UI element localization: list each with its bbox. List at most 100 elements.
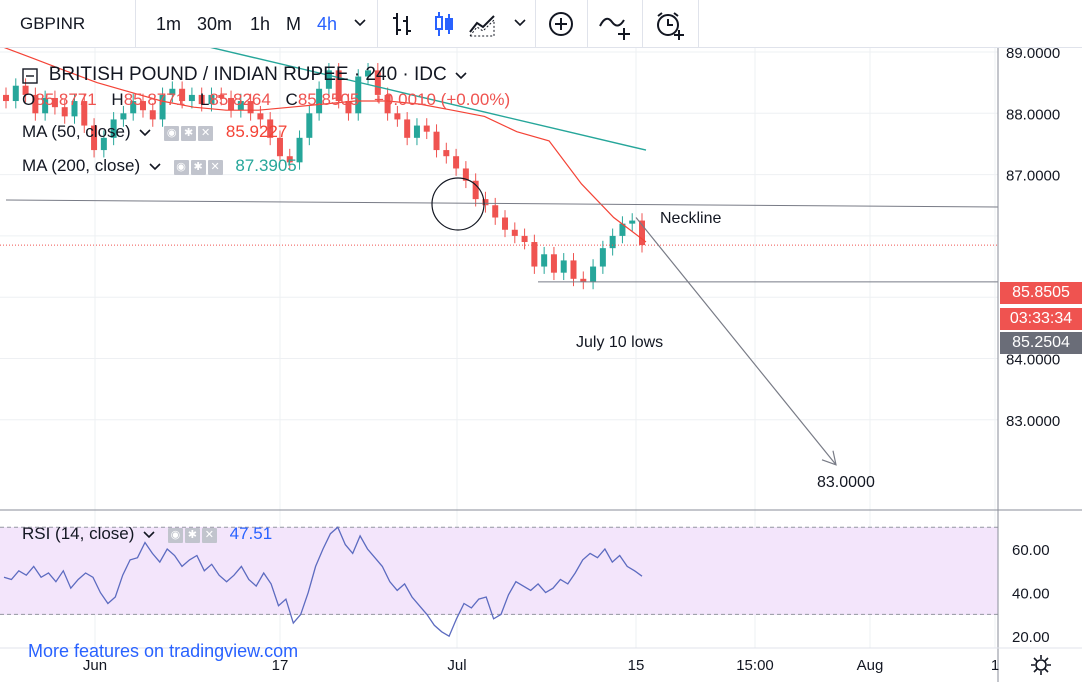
settings-gear-icon[interactable] <box>1030 654 1052 676</box>
candle-body <box>570 260 577 279</box>
ohlc-open-label: O <box>22 90 36 109</box>
interval-month[interactable]: M <box>286 14 301 34</box>
area-chart-icon[interactable] <box>468 10 498 38</box>
projection-arrow <box>635 217 837 466</box>
candle-body <box>580 278 587 282</box>
interval-4h[interactable]: 4h <box>317 14 338 34</box>
candle-body <box>149 110 156 120</box>
candle-body <box>462 168 469 181</box>
rsi-tick-label: 20.00 <box>1012 629 1050 646</box>
interval-1h[interactable]: 1h <box>250 14 271 34</box>
ma50-legend: MA (50, close) ◉ ✱ ✕ 85.9227 <box>22 122 287 143</box>
candle-body <box>374 70 381 95</box>
candle-body <box>139 101 146 111</box>
candle-body <box>286 156 293 163</box>
time-tick-label: Jun <box>83 657 107 674</box>
chevron-down-icon[interactable] <box>354 18 366 28</box>
collapse-icon[interactable] <box>22 67 38 84</box>
rsi-legend: RSI (14, close) ◉ ✱ ✕ 47.51 <box>22 524 272 545</box>
candle-body <box>267 119 274 138</box>
candle-body <box>218 94 225 98</box>
candle-body <box>257 113 264 120</box>
remove-icon[interactable]: ✕ <box>207 159 223 175</box>
candle-body <box>639 220 645 246</box>
candle-body <box>51 97 58 108</box>
settings-icon[interactable]: ✱ <box>181 125 197 141</box>
july-lows-label: July 10 lows <box>576 334 664 351</box>
settings-icon[interactable]: ✱ <box>190 159 206 175</box>
neckline-label: Neckline <box>660 210 722 227</box>
rsi-band <box>0 527 998 615</box>
rsi-controls: ◉ ✱ ✕ <box>167 525 219 545</box>
interval-30m[interactable]: 30m <box>197 14 233 34</box>
candle-body <box>394 113 401 120</box>
candle-body <box>71 101 78 117</box>
candle-body <box>502 217 509 230</box>
projection-arrowhead <box>821 450 837 466</box>
chevron-down-icon[interactable] <box>149 162 161 172</box>
ma50-value: 85.9227 <box>225 122 288 141</box>
price-tick-label: 83.0000 <box>1006 413 1060 430</box>
candle-body <box>404 119 411 138</box>
chart-canvas[interactable]: 89.0000 88.0000 87.0000 84.0000 83.0000 Jun 17… <box>0 48 1082 682</box>
toolbar-divider <box>135 0 136 48</box>
symbol-title: BRITISH POUND / INDIAN RUPEE · 240 · IDC <box>48 64 447 85</box>
price-tick-label: 84.0000 <box>1006 352 1060 369</box>
rsi-tick-label: 60.00 <box>1012 542 1050 559</box>
candle-body <box>22 85 29 95</box>
ohlc-close-label: C <box>285 90 298 109</box>
candle-body <box>521 235 528 243</box>
ma200-line <box>210 48 647 151</box>
candle-body <box>32 94 39 114</box>
add-indicator-icon[interactable] <box>547 10 575 38</box>
alert-icon[interactable] <box>654 10 686 40</box>
candle-body <box>560 260 567 273</box>
remove-icon[interactable]: ✕ <box>201 527 217 543</box>
last-price-tag: 85.8505 <box>1000 282 1082 304</box>
chart-area[interactable]: 89.0000 88.0000 87.0000 84.0000 83.0000 Jun 17… <box>0 48 1082 682</box>
time-tick-label: Aug <box>857 657 884 674</box>
candle-body <box>179 88 186 102</box>
symbol-search[interactable]: GBPINR <box>20 14 86 33</box>
chevron-down-icon[interactable] <box>139 128 151 138</box>
candle-body <box>42 97 49 114</box>
candles-icon[interactable] <box>432 10 456 38</box>
visibility-icon[interactable]: ◉ <box>173 159 189 175</box>
level-price-tag: 85.2504 <box>1000 332 1082 354</box>
time-tick-label: 15:00 <box>736 657 774 674</box>
candle-body <box>590 266 597 282</box>
bar-chart-icon[interactable] <box>390 10 414 38</box>
chevron-down-icon[interactable] <box>455 71 468 81</box>
time-tick-label: 1 <box>991 657 999 674</box>
price-tick-label: 87.0000 <box>1006 168 1060 185</box>
ohlc-high: 85.8771 <box>123 90 186 109</box>
visibility-icon[interactable]: ◉ <box>164 125 180 141</box>
remove-icon[interactable]: ✕ <box>198 125 214 141</box>
ohlc-low-label: L <box>199 90 210 109</box>
ohlc-change: +0.0010 (+0.00%) <box>374 90 511 109</box>
candle-body <box>433 131 440 151</box>
target-label: 83.0000 <box>817 474 875 491</box>
candle-body <box>325 70 332 89</box>
candle-body <box>110 119 117 138</box>
visibility-icon[interactable]: ◉ <box>167 527 183 543</box>
rsi-line <box>3 526 643 638</box>
chevron-down-icon[interactable] <box>514 18 526 28</box>
toolbar-divider <box>698 0 699 48</box>
ohlc-low: 85.8264 <box>209 90 271 109</box>
compare-icon[interactable] <box>598 10 632 40</box>
time-tick-label: 15 <box>628 657 645 674</box>
settings-icon[interactable]: ✱ <box>184 527 200 543</box>
ohlc-close: 85.8505 <box>297 90 360 109</box>
candle-body <box>629 220 636 224</box>
interval-1m[interactable]: 1m <box>156 14 182 34</box>
chevron-down-icon[interactable] <box>143 530 155 540</box>
rsi-label: RSI (14, close) <box>22 524 135 543</box>
toolbar-divider <box>642 0 643 48</box>
candle-body <box>492 205 499 218</box>
candle-body <box>208 94 215 105</box>
candle-body <box>188 94 195 102</box>
candle-body <box>482 199 489 206</box>
tradingview-link[interactable]: More features on tradingview.com <box>28 641 299 661</box>
ma200-label: MA (200, close) <box>22 156 141 175</box>
